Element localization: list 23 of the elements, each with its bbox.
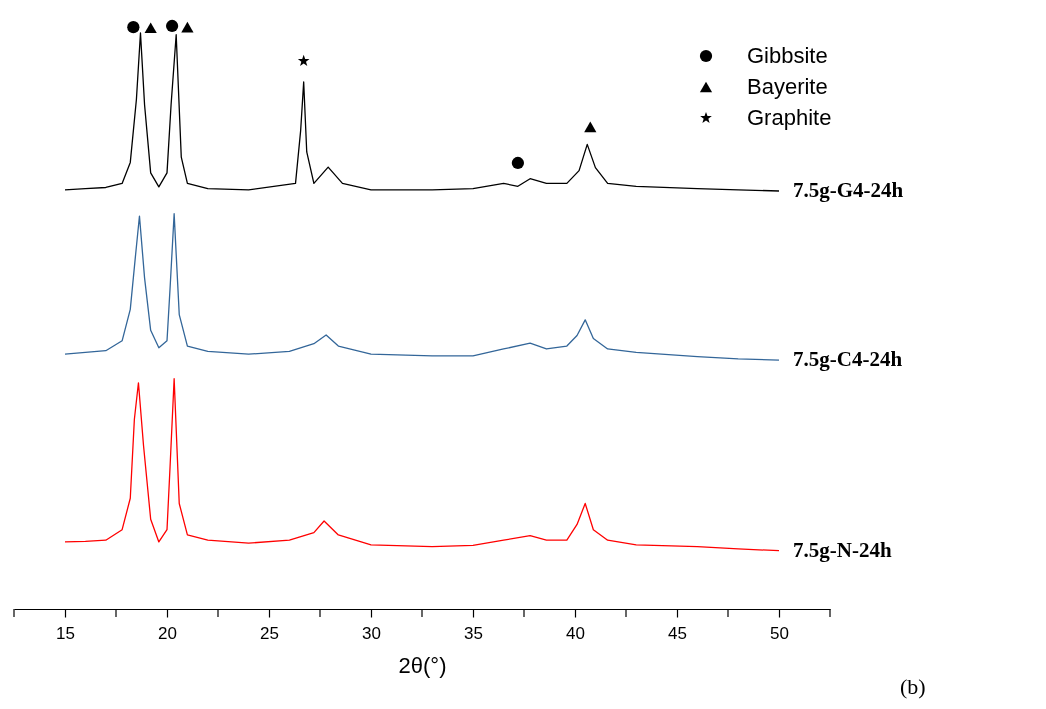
series-label: 7.5g-G4-24h (793, 177, 904, 202)
x-tick-label: 50 (770, 623, 789, 643)
series-label: 7.5g-N-24h (793, 537, 892, 562)
x-tick-label: 30 (362, 623, 381, 643)
legend-label: Graphite (747, 105, 832, 130)
x-tick-label: 35 (464, 623, 483, 643)
point (584, 121, 597, 133)
legend-label: Gibbsite (747, 43, 828, 68)
x-tick-label: 20 (158, 623, 177, 643)
text: (b) (900, 674, 926, 699)
point (144, 22, 157, 34)
x-tick-label: 15 (56, 623, 75, 643)
x-axis-title: 2θ(°) (398, 652, 447, 678)
point (297, 54, 310, 66)
series-label: 7.5g-C4-24h (793, 347, 903, 372)
point (181, 21, 194, 33)
point (511, 156, 524, 170)
point (165, 19, 179, 33)
x-tick-label: 25 (260, 623, 279, 643)
x-tick-label: 40 (566, 623, 585, 643)
x-tick-label: 45 (668, 623, 687, 643)
point (127, 21, 140, 34)
legend-label: Bayerite (747, 74, 828, 99)
